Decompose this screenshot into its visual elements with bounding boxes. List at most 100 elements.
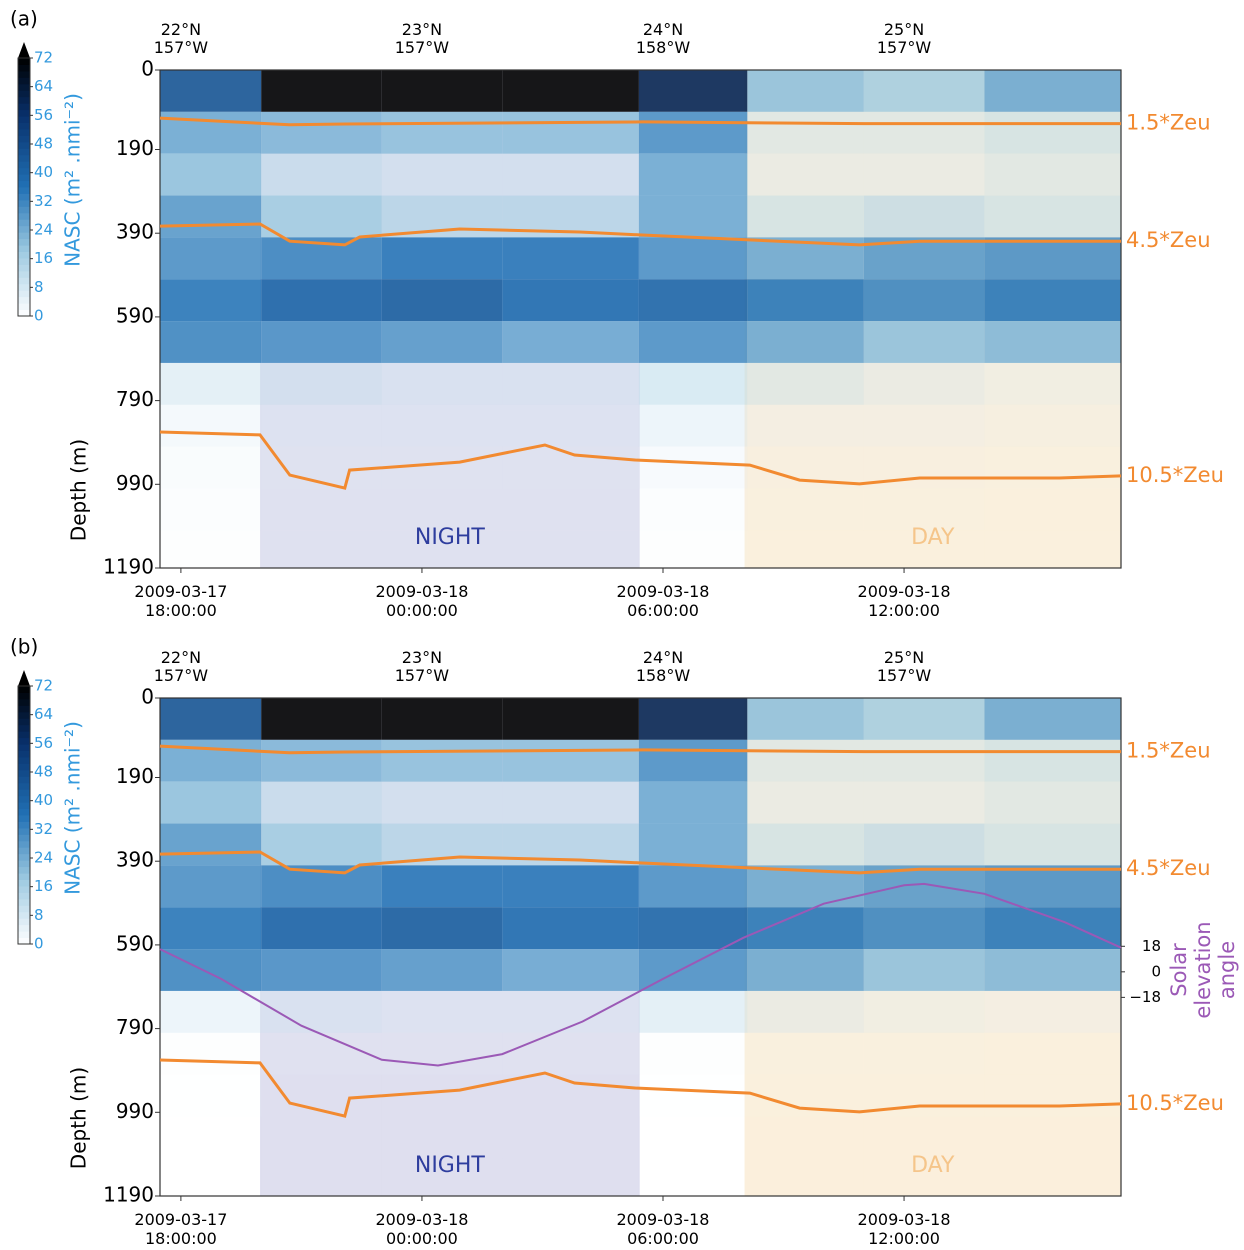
heat-cell — [863, 153, 985, 196]
heat-cell — [863, 362, 985, 405]
heat-cell — [984, 1074, 1121, 1117]
heat-cell — [638, 1158, 748, 1196]
colorbar-swatch — [18, 296, 30, 304]
heat-cell — [160, 865, 262, 908]
y-tick-label: 790 — [116, 1015, 154, 1039]
colorbar-tick-label: 24 — [34, 221, 53, 239]
heat-cell — [381, 279, 503, 322]
heat-cell — [160, 488, 262, 531]
heat-cell — [638, 530, 748, 568]
colorbar-swatch — [18, 853, 30, 861]
colorbar-swatch — [18, 309, 30, 317]
colorbar-frame — [17, 57, 31, 317]
heat-cell — [160, 237, 262, 280]
colorbar-swatch — [18, 264, 30, 272]
heat-cell — [502, 111, 639, 154]
colorbar-label: NASC (m² .nmi⁻²) — [61, 721, 85, 895]
heat-cell — [160, 949, 262, 991]
colorbar-tick-label: 24 — [34, 849, 53, 867]
heat-cell — [160, 907, 262, 950]
heat-cell — [638, 70, 748, 112]
colorbar-swatch — [18, 154, 30, 162]
y-axis-label: Depth (m) — [67, 439, 91, 541]
heat-cell — [638, 404, 748, 447]
heat-cell — [261, 949, 382, 991]
y-tick-label: 390 — [116, 220, 154, 244]
heat-cell — [638, 1116, 748, 1159]
heat-cell — [261, 739, 382, 782]
colorbar-swatch — [18, 711, 30, 719]
heat-cell — [381, 153, 503, 196]
heat-cell — [984, 111, 1121, 154]
colorbar-swatch — [18, 232, 30, 240]
colorbar-tick-label: 64 — [34, 705, 53, 723]
y2-tick-label: 18 — [1142, 937, 1161, 955]
panel-label: (b) — [10, 635, 38, 659]
heat-cell — [984, 446, 1121, 489]
heat-cell — [381, 362, 503, 405]
series-line — [159, 882, 1122, 1067]
heat-cell — [747, 698, 864, 740]
heat-cell — [261, 488, 382, 531]
heat-cell — [863, 781, 985, 824]
heat-cell — [984, 823, 1121, 866]
heat-cell — [502, 321, 639, 363]
colorbar-swatch — [18, 815, 30, 822]
heat-cell — [160, 781, 262, 824]
heat-cell — [863, 1158, 985, 1196]
colorbar-swatch — [18, 885, 30, 893]
colorbar-swatch — [18, 96, 30, 104]
x-tick-label: 2009-03-18 00:00:00 — [375, 582, 468, 620]
colorbar-swatch — [18, 245, 30, 252]
heat-cell — [638, 237, 748, 280]
colorbar-swatch — [18, 238, 30, 246]
heat-cell — [160, 1074, 262, 1117]
heat-cell — [863, 530, 985, 568]
heat-cell — [160, 990, 262, 1033]
heat-cell — [984, 195, 1121, 238]
colorbar-swatch — [18, 199, 30, 207]
heat-cell — [747, 1116, 864, 1159]
colorbar-swatch — [18, 892, 30, 900]
heat-cell — [863, 1116, 985, 1159]
heat-cell — [747, 153, 864, 196]
heat-cell — [381, 111, 503, 154]
x-tick-label: 2009-03-17 18:00:00 — [134, 1210, 227, 1247]
colorbar-tick-label: 64 — [34, 77, 53, 95]
top-label: 24°N 158°W — [636, 648, 691, 685]
colorbar-swatch — [18, 270, 30, 278]
colorbar-tick-label: 0 — [34, 935, 44, 953]
colorbar-swatch — [18, 802, 30, 810]
heat-cell — [984, 698, 1121, 740]
colorbar-swatch — [18, 827, 30, 835]
colorbar-swatch — [18, 206, 30, 214]
heat-cell — [381, 1032, 503, 1075]
heat-cell — [261, 990, 382, 1033]
heat-cell — [984, 488, 1121, 531]
y2-axis-label: Solarelevationangle — [1167, 921, 1239, 1018]
heat-cell — [984, 1116, 1121, 1159]
heat-cell — [502, 698, 639, 740]
colorbar-swatch — [18, 937, 30, 945]
heat-cell — [381, 698, 503, 740]
top-label: 22°N 157°W — [154, 648, 209, 685]
top-label: 23°N 157°W — [395, 648, 450, 685]
heat-cell — [502, 907, 639, 950]
heat-cell — [863, 195, 985, 238]
heat-cell — [747, 279, 864, 322]
heat-cell — [863, 111, 985, 154]
heat-cell — [261, 153, 382, 196]
colorbar-label: NASC (m² .nmi⁻²) — [61, 93, 85, 267]
top-label: 25°N 157°W — [877, 648, 932, 685]
heat-cell — [160, 70, 262, 112]
heat-cell — [261, 70, 382, 112]
heat-cell — [502, 279, 639, 322]
series-label: 4.5*Zeu — [1126, 228, 1211, 252]
heat-cell — [381, 739, 503, 782]
colorbar-swatch — [18, 724, 30, 732]
heat-cell — [160, 823, 262, 866]
heat-cell — [638, 321, 748, 363]
y-tick-label: 1190 — [103, 1183, 154, 1207]
heat-cell — [638, 949, 748, 991]
series-label: 1.5*Zeu — [1126, 111, 1211, 135]
